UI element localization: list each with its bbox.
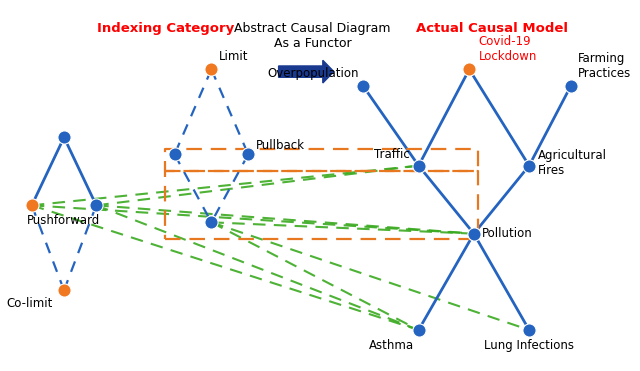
- Point: [524, 163, 534, 169]
- Point: [524, 327, 534, 333]
- Point: [243, 151, 253, 157]
- Text: Traffic: Traffic: [374, 148, 410, 161]
- Point: [206, 66, 216, 72]
- Text: Abstract Causal Diagram
As a Functor: Abstract Causal Diagram As a Functor: [234, 22, 391, 50]
- Point: [206, 219, 216, 225]
- Text: Covid-19
Lockdown: Covid-19 Lockdown: [479, 35, 537, 63]
- Point: [59, 134, 69, 140]
- Text: Pushforward: Pushforward: [27, 214, 100, 227]
- Text: Pullback: Pullback: [255, 139, 305, 152]
- Point: [413, 327, 424, 333]
- Point: [59, 287, 69, 293]
- Text: Agricultural
Fires: Agricultural Fires: [538, 150, 607, 177]
- Point: [358, 83, 369, 89]
- Point: [566, 83, 576, 89]
- Text: Overpopulation: Overpopulation: [268, 66, 359, 79]
- Text: Actual Causal Model: Actual Causal Model: [416, 22, 568, 35]
- Point: [170, 151, 180, 157]
- Point: [468, 231, 479, 237]
- Point: [413, 163, 424, 169]
- Text: Co-limit: Co-limit: [6, 297, 53, 310]
- Text: Pollution: Pollution: [482, 227, 533, 240]
- FancyArrow shape: [278, 60, 334, 83]
- Point: [91, 202, 101, 208]
- Text: Farming
Practices: Farming Practices: [578, 52, 631, 79]
- Text: Lung Infections: Lung Infections: [484, 339, 574, 352]
- Point: [464, 66, 474, 72]
- Text: Asthma: Asthma: [369, 339, 414, 352]
- Text: Indexing Category: Indexing Category: [97, 22, 234, 35]
- Text: Limit: Limit: [219, 50, 248, 63]
- Point: [27, 202, 37, 208]
